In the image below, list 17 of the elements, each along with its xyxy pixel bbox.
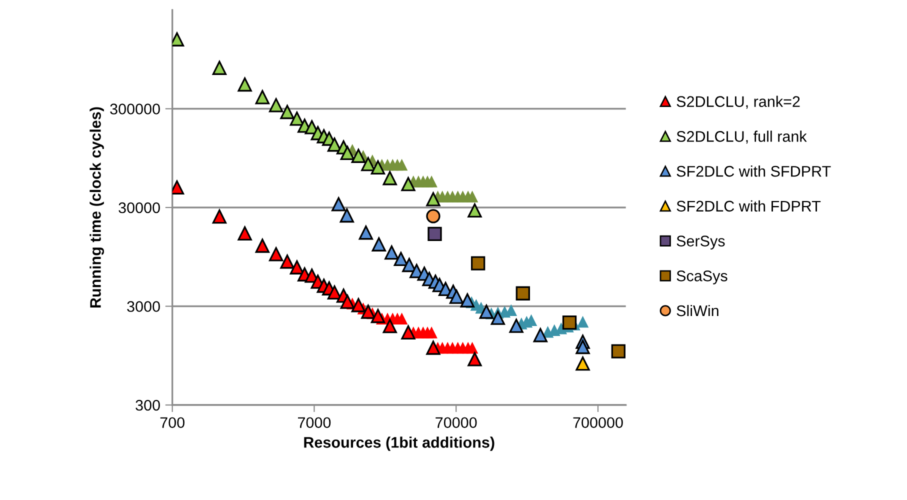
x-tick-label: 70000 — [436, 417, 477, 428]
x-tick-label: 7000 — [298, 417, 331, 428]
legend-label: SF2DLC with FDPRT — [676, 200, 821, 212]
y-tick-label: 30000 — [118, 202, 160, 214]
legend-label: SliWin — [676, 304, 718, 316]
legend-label: SF2DLC with SFDPRT — [676, 166, 831, 177]
x-axis-title: Resources (1bit additions) — [304, 436, 494, 451]
x-tick-label: 700 — [160, 417, 184, 428]
y-tick-label: 3000 — [127, 301, 160, 312]
x-tick-label: 700000 — [573, 417, 623, 428]
legend-label: S2DLCLU, rank=2 — [676, 96, 800, 109]
y-tick-label: 300000 — [110, 104, 160, 114]
legend-label: SerSys — [676, 236, 725, 250]
legend-label: S2DLCLU, full rank — [676, 130, 807, 144]
legend-label: ScaSys — [676, 270, 728, 284]
y-axis-title: Running time (clock cycles) — [90, 107, 104, 308]
y-tick-label: 300 — [136, 400, 160, 411]
